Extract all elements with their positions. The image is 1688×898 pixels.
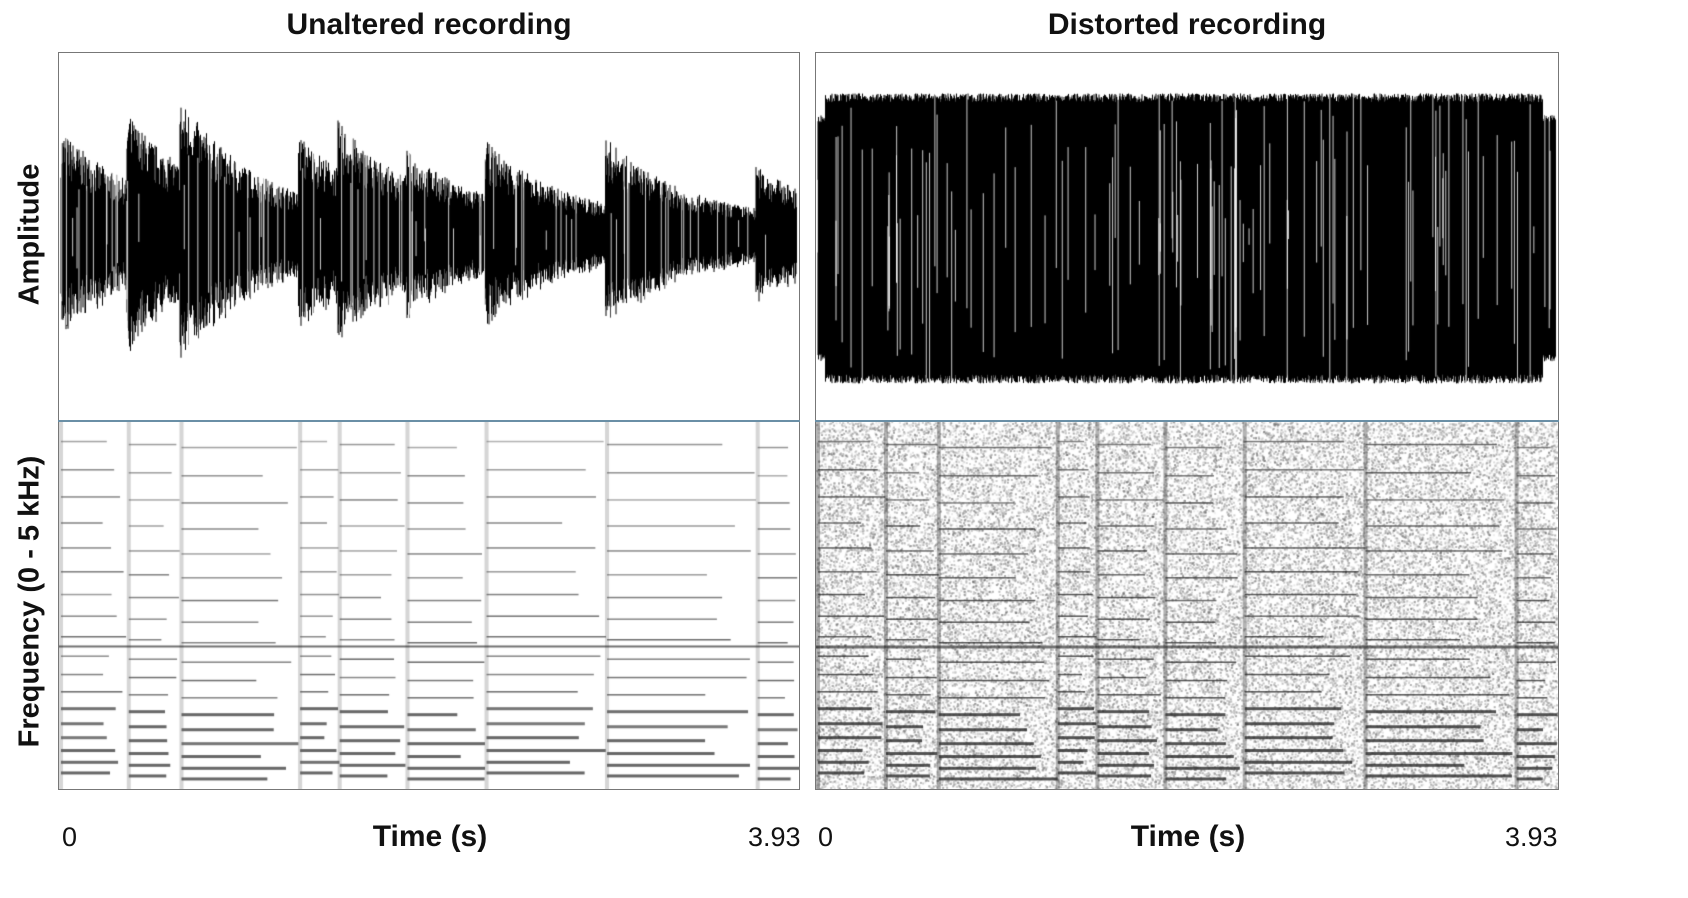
left-waveform: [59, 53, 799, 421]
right-chart-title: Distorted recording: [1047, 8, 1327, 41]
right-x-tick-start: 0: [818, 822, 834, 852]
frequency-axis-label: Frequency (0 - 5 kHz): [13, 455, 46, 748]
left-spectrogram: [59, 421, 799, 789]
right-panel-divider: [815, 420, 1559, 422]
left-panel-divider: [58, 420, 800, 422]
right-spectrogram: [816, 421, 1558, 789]
right-waveform-plot: [815, 52, 1559, 422]
left-x-tick-end: 3.93: [748, 822, 801, 852]
right-spectrogram-plot: [815, 420, 1559, 790]
left-chart-title: Unaltered recording: [286, 8, 572, 41]
amplitude-axis-label: Amplitude: [13, 163, 46, 306]
right-waveform: [816, 53, 1558, 421]
left-x-tick-start: 0: [62, 822, 78, 852]
left-waveform-plot: [58, 52, 800, 422]
left-x-axis-label: Time (s): [372, 820, 488, 853]
right-x-tick-end: 3.93: [1505, 822, 1558, 852]
right-x-axis-label: Time (s): [1130, 820, 1246, 853]
left-spectrogram-plot: [58, 420, 800, 790]
